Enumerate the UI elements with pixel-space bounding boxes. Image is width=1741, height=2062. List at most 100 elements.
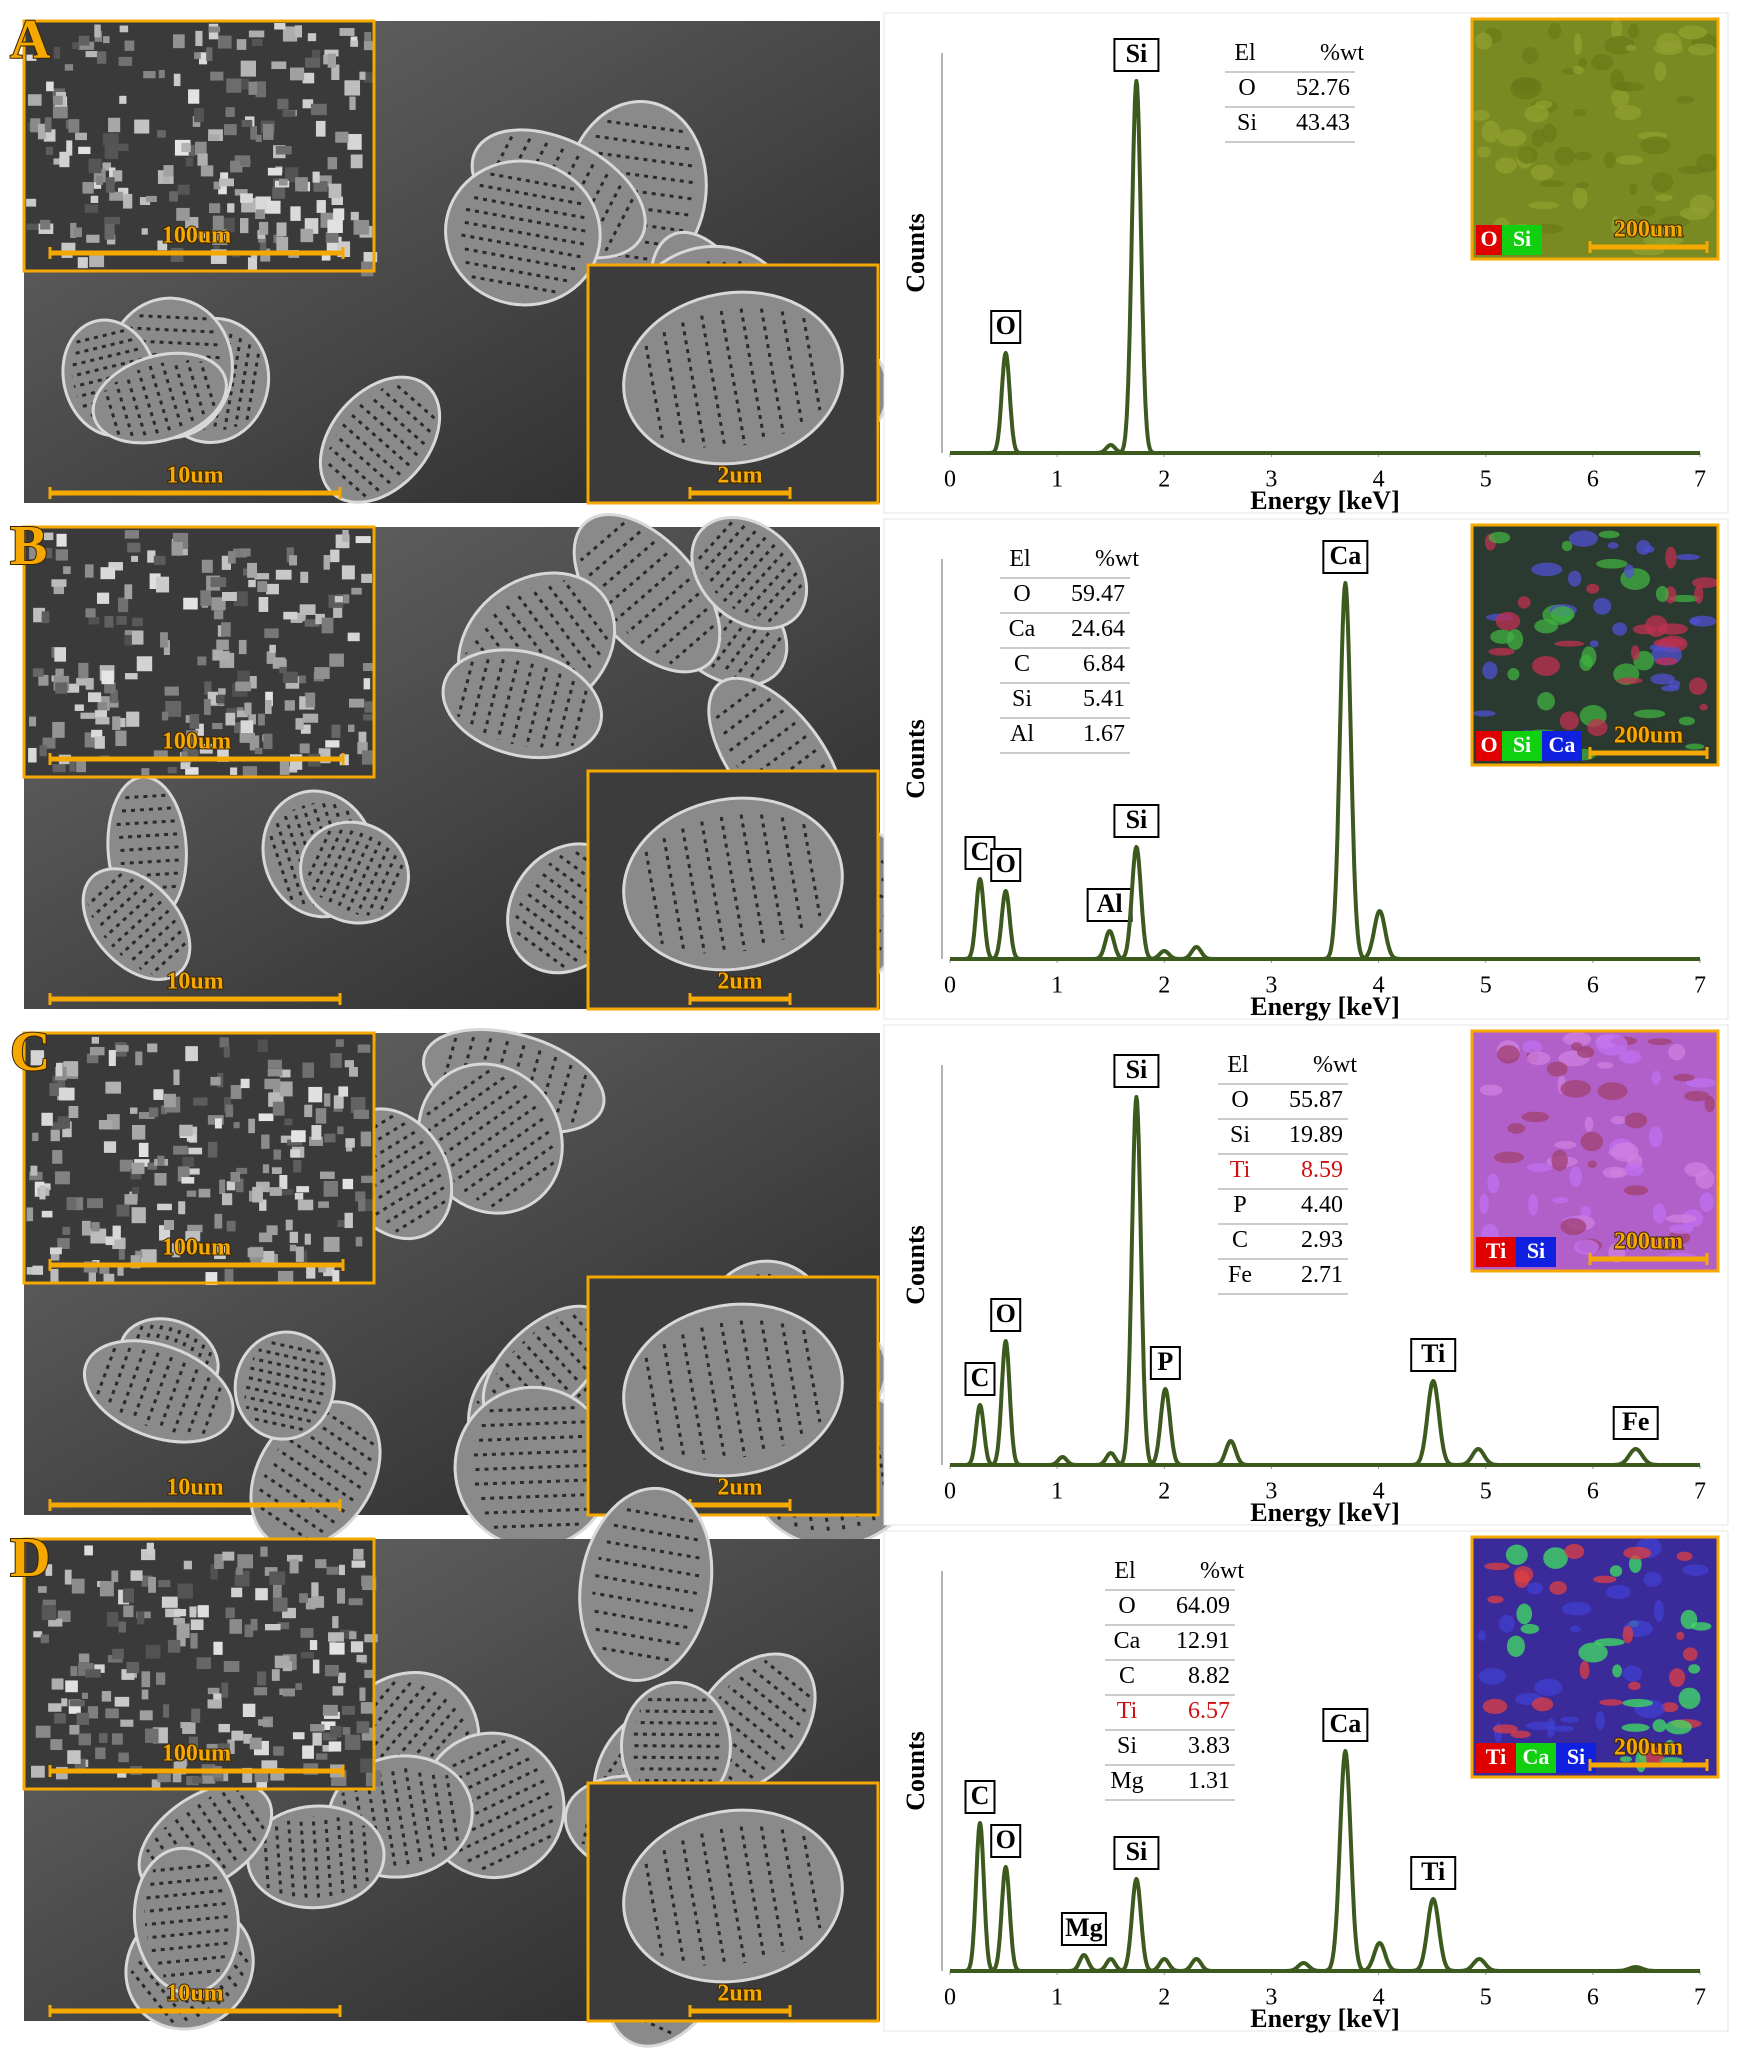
texture (49, 1082, 62, 1097)
texture (130, 1107, 138, 1114)
texture (287, 1139, 303, 1146)
map-blob (1561, 1601, 1592, 1616)
texture (45, 146, 54, 156)
y-axis-label: Counts (901, 719, 930, 798)
diatom-pores (432, 1747, 520, 1792)
texture (335, 131, 349, 143)
table-element: P (1233, 1192, 1246, 1218)
texture (167, 766, 177, 774)
texture (261, 1134, 270, 1149)
map-blob (1699, 703, 1708, 711)
texture (169, 191, 178, 202)
peak (1409, 1379, 1457, 1467)
map-blob (1655, 657, 1678, 666)
texture (291, 1130, 306, 1143)
diatom-pores (662, 1344, 686, 1457)
diatom-pores (652, 607, 708, 656)
texture (151, 1779, 161, 1791)
texture (221, 622, 231, 637)
map-element-key (1502, 731, 1542, 761)
texture (319, 1171, 335, 1179)
texture (29, 543, 41, 560)
diatom-pores (714, 536, 767, 594)
diatom-pores (700, 1833, 727, 1966)
texture (292, 1732, 305, 1740)
texture (156, 1672, 166, 1685)
map-blob (1673, 1073, 1695, 1082)
peak-label-box (964, 1780, 996, 1814)
texture (271, 1167, 282, 1174)
map-blob (1684, 1162, 1709, 1177)
texture (122, 1588, 134, 1603)
texture (123, 193, 133, 209)
texture (187, 749, 199, 760)
texture (363, 72, 377, 83)
texture (296, 1186, 310, 1193)
map-blob (1495, 157, 1517, 174)
texture (81, 1220, 91, 1236)
table-element: Ca (1114, 1628, 1141, 1654)
texture (123, 1605, 134, 1618)
elemental-map: Ti Si 200um (1470, 1029, 1720, 1273)
texture (309, 1640, 318, 1651)
texture (54, 1713, 66, 1724)
texture (254, 747, 263, 755)
table-value: 1.31 (1188, 1768, 1230, 1794)
map-blob (1694, 584, 1704, 604)
texture (177, 1166, 190, 1182)
texture (256, 1778, 267, 1790)
texture (275, 145, 292, 155)
texture (279, 1069, 291, 1078)
texture (237, 670, 250, 684)
texture (153, 750, 168, 759)
texture (225, 1104, 234, 1118)
table-value: 43.43 (1296, 110, 1350, 136)
texture (183, 1560, 192, 1570)
texture (322, 1745, 333, 1752)
texture (197, 153, 208, 166)
map-blob (1595, 1711, 1606, 1730)
map-blob (1619, 1756, 1632, 1763)
texture (55, 668, 64, 676)
map-blob (1615, 81, 1631, 92)
map-blob (1482, 1698, 1508, 1714)
diatom-valve (622, 1808, 844, 1984)
diatom-pores (472, 1478, 596, 1486)
diatom-pores (707, 530, 757, 585)
texture (117, 187, 129, 198)
peak-label-box (1113, 1054, 1160, 1088)
texture (37, 123, 47, 140)
diatom-pores (199, 361, 216, 407)
texture (132, 617, 143, 627)
texture (327, 219, 343, 233)
peak (1144, 949, 1184, 961)
peak-label-box (1410, 1338, 1457, 1372)
texture (135, 1250, 143, 1258)
texture (282, 671, 298, 683)
texture (279, 759, 290, 775)
table-element: Ti (1117, 1698, 1138, 1724)
texture (258, 713, 265, 726)
map-blob (1653, 41, 1684, 55)
texture (235, 1178, 244, 1193)
diatom-pores (734, 624, 776, 679)
texture (99, 1263, 110, 1274)
y-axis-label: Counts (901, 1225, 930, 1304)
texture (41, 1112, 53, 1126)
map-blob (1622, 1625, 1634, 1644)
texture (325, 231, 339, 243)
texture (365, 1199, 373, 1212)
texture (185, 715, 192, 723)
texture (266, 1225, 278, 1236)
texture (313, 181, 328, 192)
diatom-pores (727, 709, 785, 753)
diatom-pores (163, 1968, 221, 1978)
x-tick-label: 0 (944, 1479, 956, 1505)
map-blob (1531, 1697, 1554, 1712)
texture (272, 1584, 282, 1601)
diatom-pores (739, 1320, 766, 1453)
texture (240, 218, 249, 234)
texture (112, 1237, 126, 1250)
diatom-pores (681, 828, 707, 954)
map-blob (1692, 577, 1719, 589)
